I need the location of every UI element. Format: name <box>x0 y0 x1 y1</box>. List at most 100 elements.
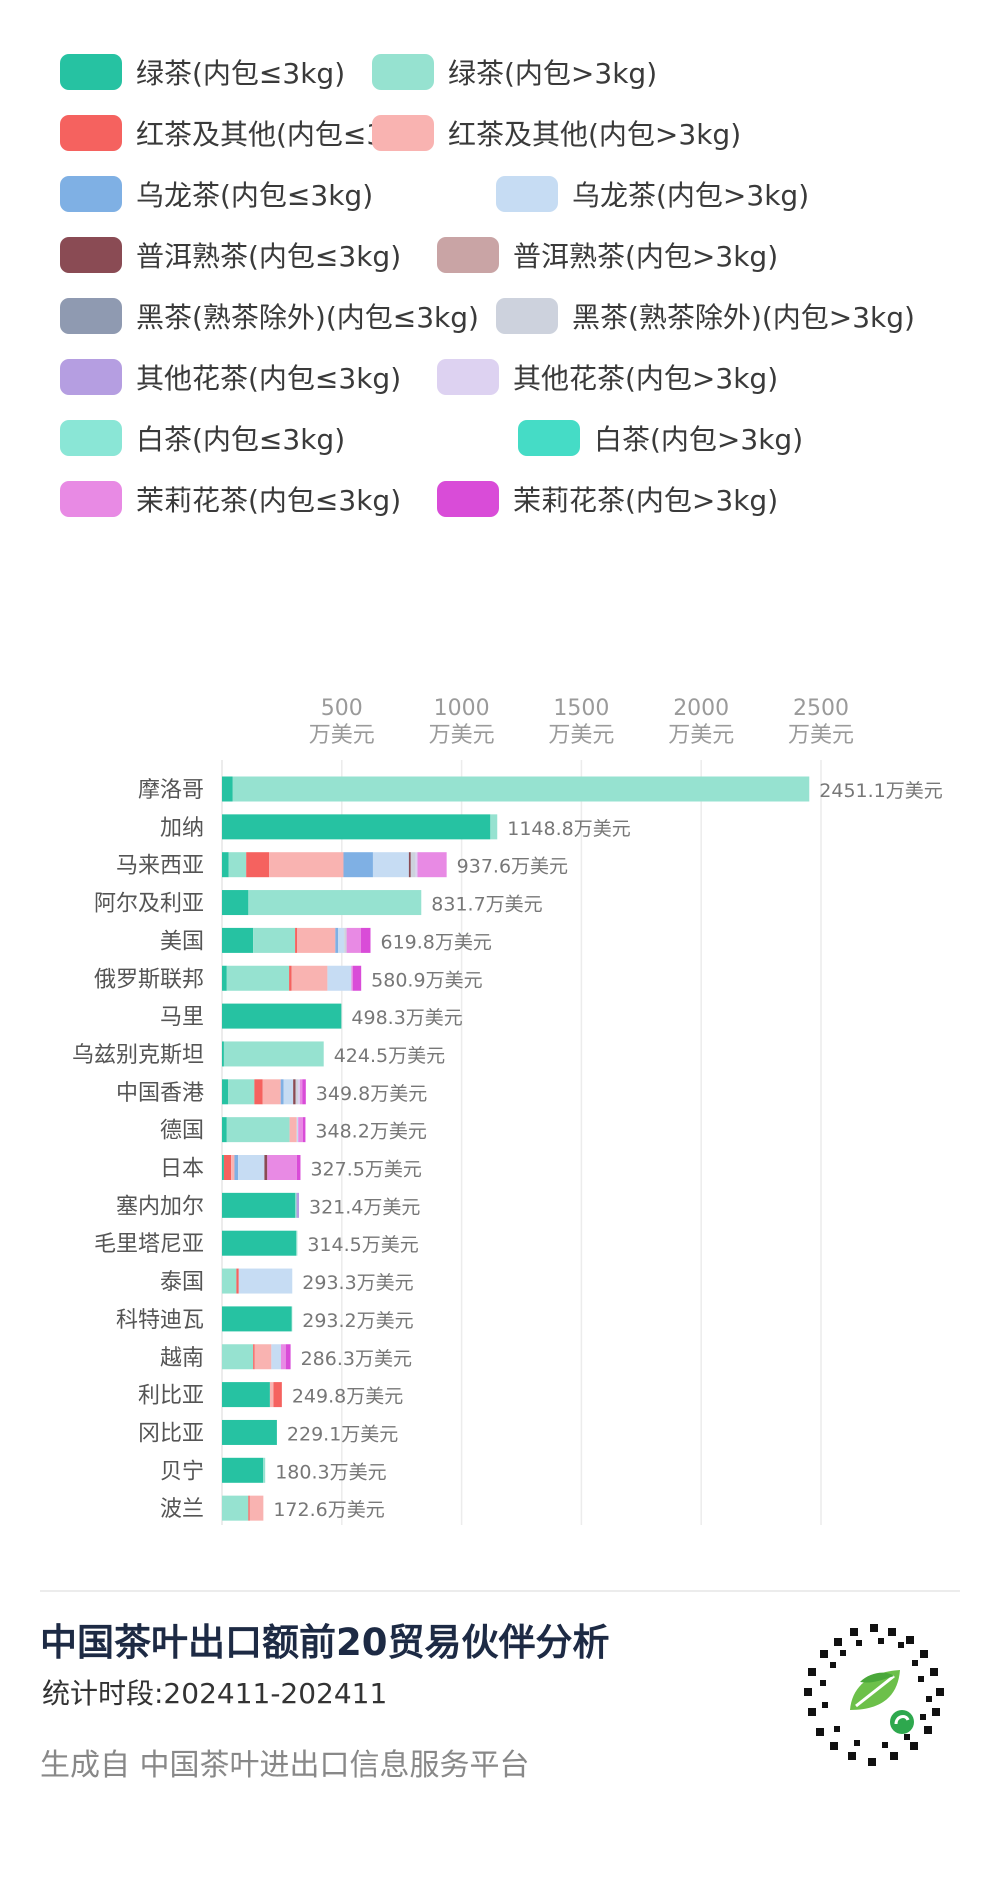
bar-segment[interactable] <box>296 1230 298 1256</box>
legend-item[interactable]: 乌龙茶(内包>3kg) <box>496 174 809 214</box>
bar-segment[interactable] <box>269 1382 274 1408</box>
bar-segment[interactable] <box>232 776 810 802</box>
bar-segment[interactable] <box>269 852 344 878</box>
bar-segment[interactable] <box>222 1457 264 1483</box>
bar-segment[interactable] <box>222 927 254 953</box>
bar-segment[interactable] <box>408 852 411 878</box>
bar-segment[interactable] <box>291 965 328 991</box>
bar-segment[interactable] <box>222 1079 228 1105</box>
bar-segment[interactable] <box>335 927 339 953</box>
bar-segment[interactable] <box>248 1495 250 1521</box>
bar-segment[interactable] <box>222 1268 237 1294</box>
bar-segment[interactable] <box>253 1344 255 1370</box>
bar-segment[interactable] <box>222 1117 227 1143</box>
bar-segment[interactable] <box>291 1306 293 1332</box>
bar-segment[interactable] <box>352 965 362 991</box>
legend-item[interactable]: 茉莉花茶(内包>3kg) <box>437 479 778 519</box>
bar-segment[interactable] <box>295 1079 298 1105</box>
bar-segment[interactable] <box>254 1344 272 1370</box>
bar-segment[interactable] <box>299 1079 303 1105</box>
bar-segment[interactable] <box>248 890 422 916</box>
bar-segment[interactable] <box>273 1382 282 1408</box>
legend-item[interactable]: 普洱熟茶(内包>3kg) <box>437 235 778 275</box>
bar-segment[interactable] <box>338 927 345 953</box>
bar-segment[interactable] <box>228 852 247 878</box>
legend-item[interactable]: 白茶(内包>3kg) <box>518 418 803 458</box>
bar-segment[interactable] <box>222 1155 224 1180</box>
bar-segment[interactable] <box>254 1079 263 1105</box>
legend-item[interactable]: 乌龙茶(内包≤3kg) <box>60 174 373 214</box>
bar-segment[interactable] <box>222 1419 277 1445</box>
bar-segment[interactable] <box>296 927 336 953</box>
bar-segment[interactable] <box>360 927 371 953</box>
bar-segment[interactable] <box>223 1155 232 1180</box>
bar-segment[interactable] <box>253 927 296 953</box>
bar-segment[interactable] <box>222 1003 342 1029</box>
bar-segment[interactable] <box>351 965 353 991</box>
bar-segment[interactable] <box>289 1117 297 1143</box>
bar-segment[interactable] <box>222 814 491 840</box>
bar-segment[interactable] <box>344 927 347 953</box>
bar-segment[interactable] <box>285 1344 291 1370</box>
legend-item[interactable]: 红茶及其他(内包>3kg) <box>372 113 741 153</box>
bar-segment[interactable] <box>417 852 447 878</box>
bar-segment[interactable] <box>415 852 418 878</box>
bar-segment[interactable] <box>283 1079 294 1105</box>
bar-segment[interactable] <box>222 1306 292 1332</box>
bar-segment[interactable] <box>296 1117 299 1143</box>
bar-segment[interactable] <box>222 1344 254 1370</box>
bar-segment[interactable] <box>296 1192 300 1218</box>
bar-segment[interactable] <box>222 1495 249 1521</box>
bar-segment[interactable] <box>222 1382 270 1408</box>
bar-segment[interactable] <box>238 1155 265 1180</box>
bar-segment[interactable] <box>280 1344 286 1370</box>
bar-segment[interactable] <box>231 1155 235 1180</box>
legend-item[interactable]: 绿茶(内包≤3kg) <box>60 52 345 92</box>
bar-segment[interactable] <box>410 852 416 878</box>
bar-segment[interactable] <box>372 852 409 878</box>
bar-segment[interactable] <box>227 1079 255 1105</box>
bar-segment[interactable] <box>222 1041 224 1067</box>
bar-segment[interactable] <box>222 1192 296 1218</box>
bar-segment[interactable] <box>262 1079 281 1105</box>
legend-item[interactable]: 绿茶(内包>3kg) <box>372 52 657 92</box>
bar-segment[interactable] <box>327 965 352 991</box>
legend-item[interactable]: 白茶(内包≤3kg) <box>60 418 345 458</box>
bar-segment[interactable] <box>289 965 292 991</box>
bar-segment[interactable] <box>236 1268 239 1294</box>
bar-segment[interactable] <box>226 965 290 991</box>
bar-segment[interactable] <box>271 1344 281 1370</box>
bar-segment[interactable] <box>298 1117 303 1143</box>
legend-item[interactable]: 黑茶(熟茶除外)(内包≤3kg) <box>60 296 479 336</box>
bar-segment[interactable] <box>234 1155 239 1180</box>
bar-segment[interactable] <box>238 1268 293 1294</box>
legend-item[interactable]: 黑茶(熟茶除外)(内包>3kg) <box>496 296 915 336</box>
legend-item[interactable]: 其他花茶(内包≤3kg) <box>60 357 401 397</box>
bar-segment[interactable] <box>264 1155 268 1180</box>
bar-segment[interactable] <box>226 1117 290 1143</box>
bar-segment[interactable] <box>302 1079 306 1105</box>
bar-segment[interactable] <box>249 1495 264 1521</box>
bar-segment[interactable] <box>490 814 498 840</box>
bar-segment[interactable] <box>263 1457 266 1483</box>
bar-segment[interactable] <box>302 1117 306 1143</box>
bar-segment[interactable] <box>246 852 270 878</box>
bar-segment[interactable] <box>293 1079 296 1105</box>
bar-segment[interactable] <box>223 1041 324 1067</box>
bar-segment[interactable] <box>295 927 297 953</box>
bar-segment[interactable] <box>280 1079 284 1105</box>
bar-segment[interactable] <box>343 852 373 878</box>
bar-segment[interactable] <box>222 1230 297 1256</box>
legend-item[interactable]: 普洱熟茶(内包≤3kg) <box>60 235 401 275</box>
bar-segment[interactable] <box>222 965 227 991</box>
bar-segment[interactable] <box>222 852 229 878</box>
bar-segment[interactable] <box>222 890 249 916</box>
bar-segment[interactable] <box>267 1155 297 1180</box>
legend-item[interactable]: 其他花茶(内包>3kg) <box>437 357 778 397</box>
bar-segment[interactable] <box>296 1155 301 1180</box>
legend-item[interactable]: 茉莉花茶(内包≤3kg) <box>60 479 401 519</box>
bar-segment[interactable] <box>295 1192 297 1218</box>
bar-segment[interactable] <box>346 927 361 953</box>
bar-segment[interactable] <box>297 1079 300 1105</box>
bar-segment[interactable] <box>222 776 233 802</box>
